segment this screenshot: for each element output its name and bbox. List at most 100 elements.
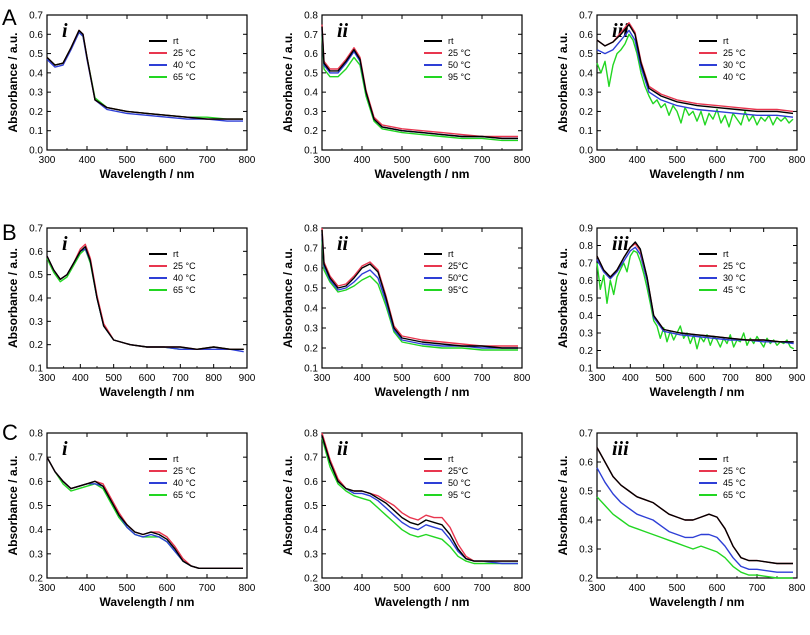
series-line [596, 467, 793, 573]
y-tick-label: 0.1 [304, 364, 318, 375]
series-line [596, 447, 793, 565]
y-tick-label: 0.4 [579, 311, 593, 322]
series-line [46, 29, 243, 120]
x-tick-label: 500 [394, 373, 411, 384]
x-tick-label: 600 [689, 373, 706, 384]
x-tick-label: 700 [172, 373, 189, 384]
panel-a-ii: 300 400 500 600 700 800 0.1 0.2 0.3 0.4 0.5 0.6 0.7 0… [281, 11, 531, 182]
series-line [321, 239, 518, 351]
x-tick-label: 500 [655, 373, 672, 384]
legend-label: 25 °C [723, 261, 746, 271]
x-tick-label: 800 [789, 155, 806, 166]
legend-label: rt [723, 454, 729, 464]
series-line [46, 246, 244, 350]
y-tick-label: 0.4 [579, 516, 593, 527]
legend-label: 45 °C [723, 478, 746, 488]
panel-number: iii [612, 438, 629, 460]
x-tick-label: 700 [749, 583, 766, 594]
y-axis-title: Absorbance / a.u. [556, 455, 570, 555]
y-tick-label: 0.8 [579, 241, 593, 252]
x-tick-label: 400 [629, 583, 646, 594]
legend-label: 65 °C [173, 285, 196, 295]
y-tick-label: 0.5 [304, 68, 318, 79]
legend-label: 40 °C [173, 273, 196, 283]
y-tick-label: 0.7 [579, 11, 593, 22]
panel-c-ii: 300 400 500 600 700 800 0.2 0.3 0.4 0.5 0.6 0.7 0.8 W… [281, 429, 531, 610]
panel-b-ii: 300 400 500 600 700 800 0.1 0.2 0.3 0.4 0.5 0.6 0.7 0… [281, 224, 531, 400]
series-line [596, 496, 793, 579]
series-line [321, 233, 518, 349]
y-tick-label: 0.3 [579, 329, 593, 340]
panel-c-i: 300 400 500 600 700 800 0.2 0.3 0.4 0.5 0.6 0.7 0.8 W… [6, 429, 256, 610]
x-tick-label: 600 [159, 155, 176, 166]
panel-number: i [62, 438, 68, 460]
legend-label: 95 °C [448, 72, 471, 82]
series-line [321, 437, 518, 565]
y-axis-title: Absorbance / a.u. [556, 248, 570, 348]
y-tick-label: 0.5 [579, 294, 593, 305]
y-tick-label: 0.0 [29, 146, 43, 157]
y-tick-label: 0.8 [304, 11, 318, 22]
y-axis-title: Absorbance / a.u. [281, 455, 295, 555]
y-tick-label: 0.4 [304, 525, 318, 536]
legend-label: 25°C [448, 261, 469, 271]
y-tick-label: 0.4 [29, 525, 43, 536]
x-tick-label: 300 [39, 583, 56, 594]
series-line [596, 29, 794, 118]
row-label-c: C [2, 420, 18, 445]
y-tick-label: 0.7 [579, 429, 593, 440]
plot-frame [321, 432, 523, 579]
series-line [46, 29, 243, 120]
x-tick-label: 300 [589, 583, 606, 594]
y-tick-label: 0.0 [579, 146, 593, 157]
x-tick-label: 400 [622, 373, 639, 384]
series-line [596, 250, 795, 350]
y-axis-title: Absorbance / a.u. [6, 248, 20, 348]
x-tick-label: 600 [159, 583, 176, 594]
legend-label: 65 °C [173, 490, 196, 500]
legend-label: 50 °C [448, 60, 471, 70]
x-tick-label: 700 [749, 155, 766, 166]
legend-label: 45 °C [723, 285, 746, 295]
y-tick-label: 0.5 [304, 501, 318, 512]
x-tick-label: 500 [394, 583, 411, 594]
x-tick-label: 300 [589, 373, 606, 384]
legend-label: 25 °C [723, 48, 746, 58]
x-tick-label: 500 [669, 583, 686, 594]
legend-label: 25 °C [173, 466, 196, 476]
legend-label: 95 °C [448, 490, 471, 500]
y-tick-label: 0.4 [579, 68, 593, 79]
legend-label: 50 °C [448, 478, 471, 488]
y-tick-label: 0.1 [29, 126, 43, 137]
legend-label: 65 °C [173, 72, 196, 82]
legend-label: 25°C [448, 466, 469, 476]
row-label-a: A [2, 5, 17, 30]
y-tick-label: 0.4 [29, 294, 43, 305]
series-line [596, 447, 793, 565]
legend-label: 25 °C [173, 261, 196, 271]
legend-label: rt [448, 249, 454, 259]
row-label-b: B [2, 220, 17, 245]
series-line [46, 248, 244, 350]
y-tick-label: 0.6 [579, 276, 593, 287]
series-line [321, 435, 518, 565]
panel-number: ii [337, 20, 349, 42]
y-tick-label: 0.2 [579, 574, 593, 585]
panel-number: i [62, 233, 68, 255]
legend-label: rt [448, 454, 454, 464]
x-tick-label: 600 [709, 583, 726, 594]
series-line [46, 31, 243, 122]
series-line [596, 23, 794, 115]
panel-a-iii: 300 400 500 600 700 800 0.0 0.1 0.2 0.3 0.4 0.5 0.6 0… [556, 11, 806, 182]
y-tick-label: 0.3 [304, 324, 318, 335]
series-line [321, 432, 518, 562]
series-line [46, 456, 243, 569]
legend-label: rt [173, 249, 179, 259]
legend-label: 25 °C [448, 48, 471, 58]
y-tick-label: 0.7 [304, 244, 318, 255]
series-line [321, 26, 518, 140]
y-tick-label: 0.6 [579, 30, 593, 41]
x-axis-title: Wavelength / nm [375, 167, 470, 181]
y-tick-label: 0.9 [579, 224, 593, 235]
legend-label: 30 °C [723, 273, 746, 283]
